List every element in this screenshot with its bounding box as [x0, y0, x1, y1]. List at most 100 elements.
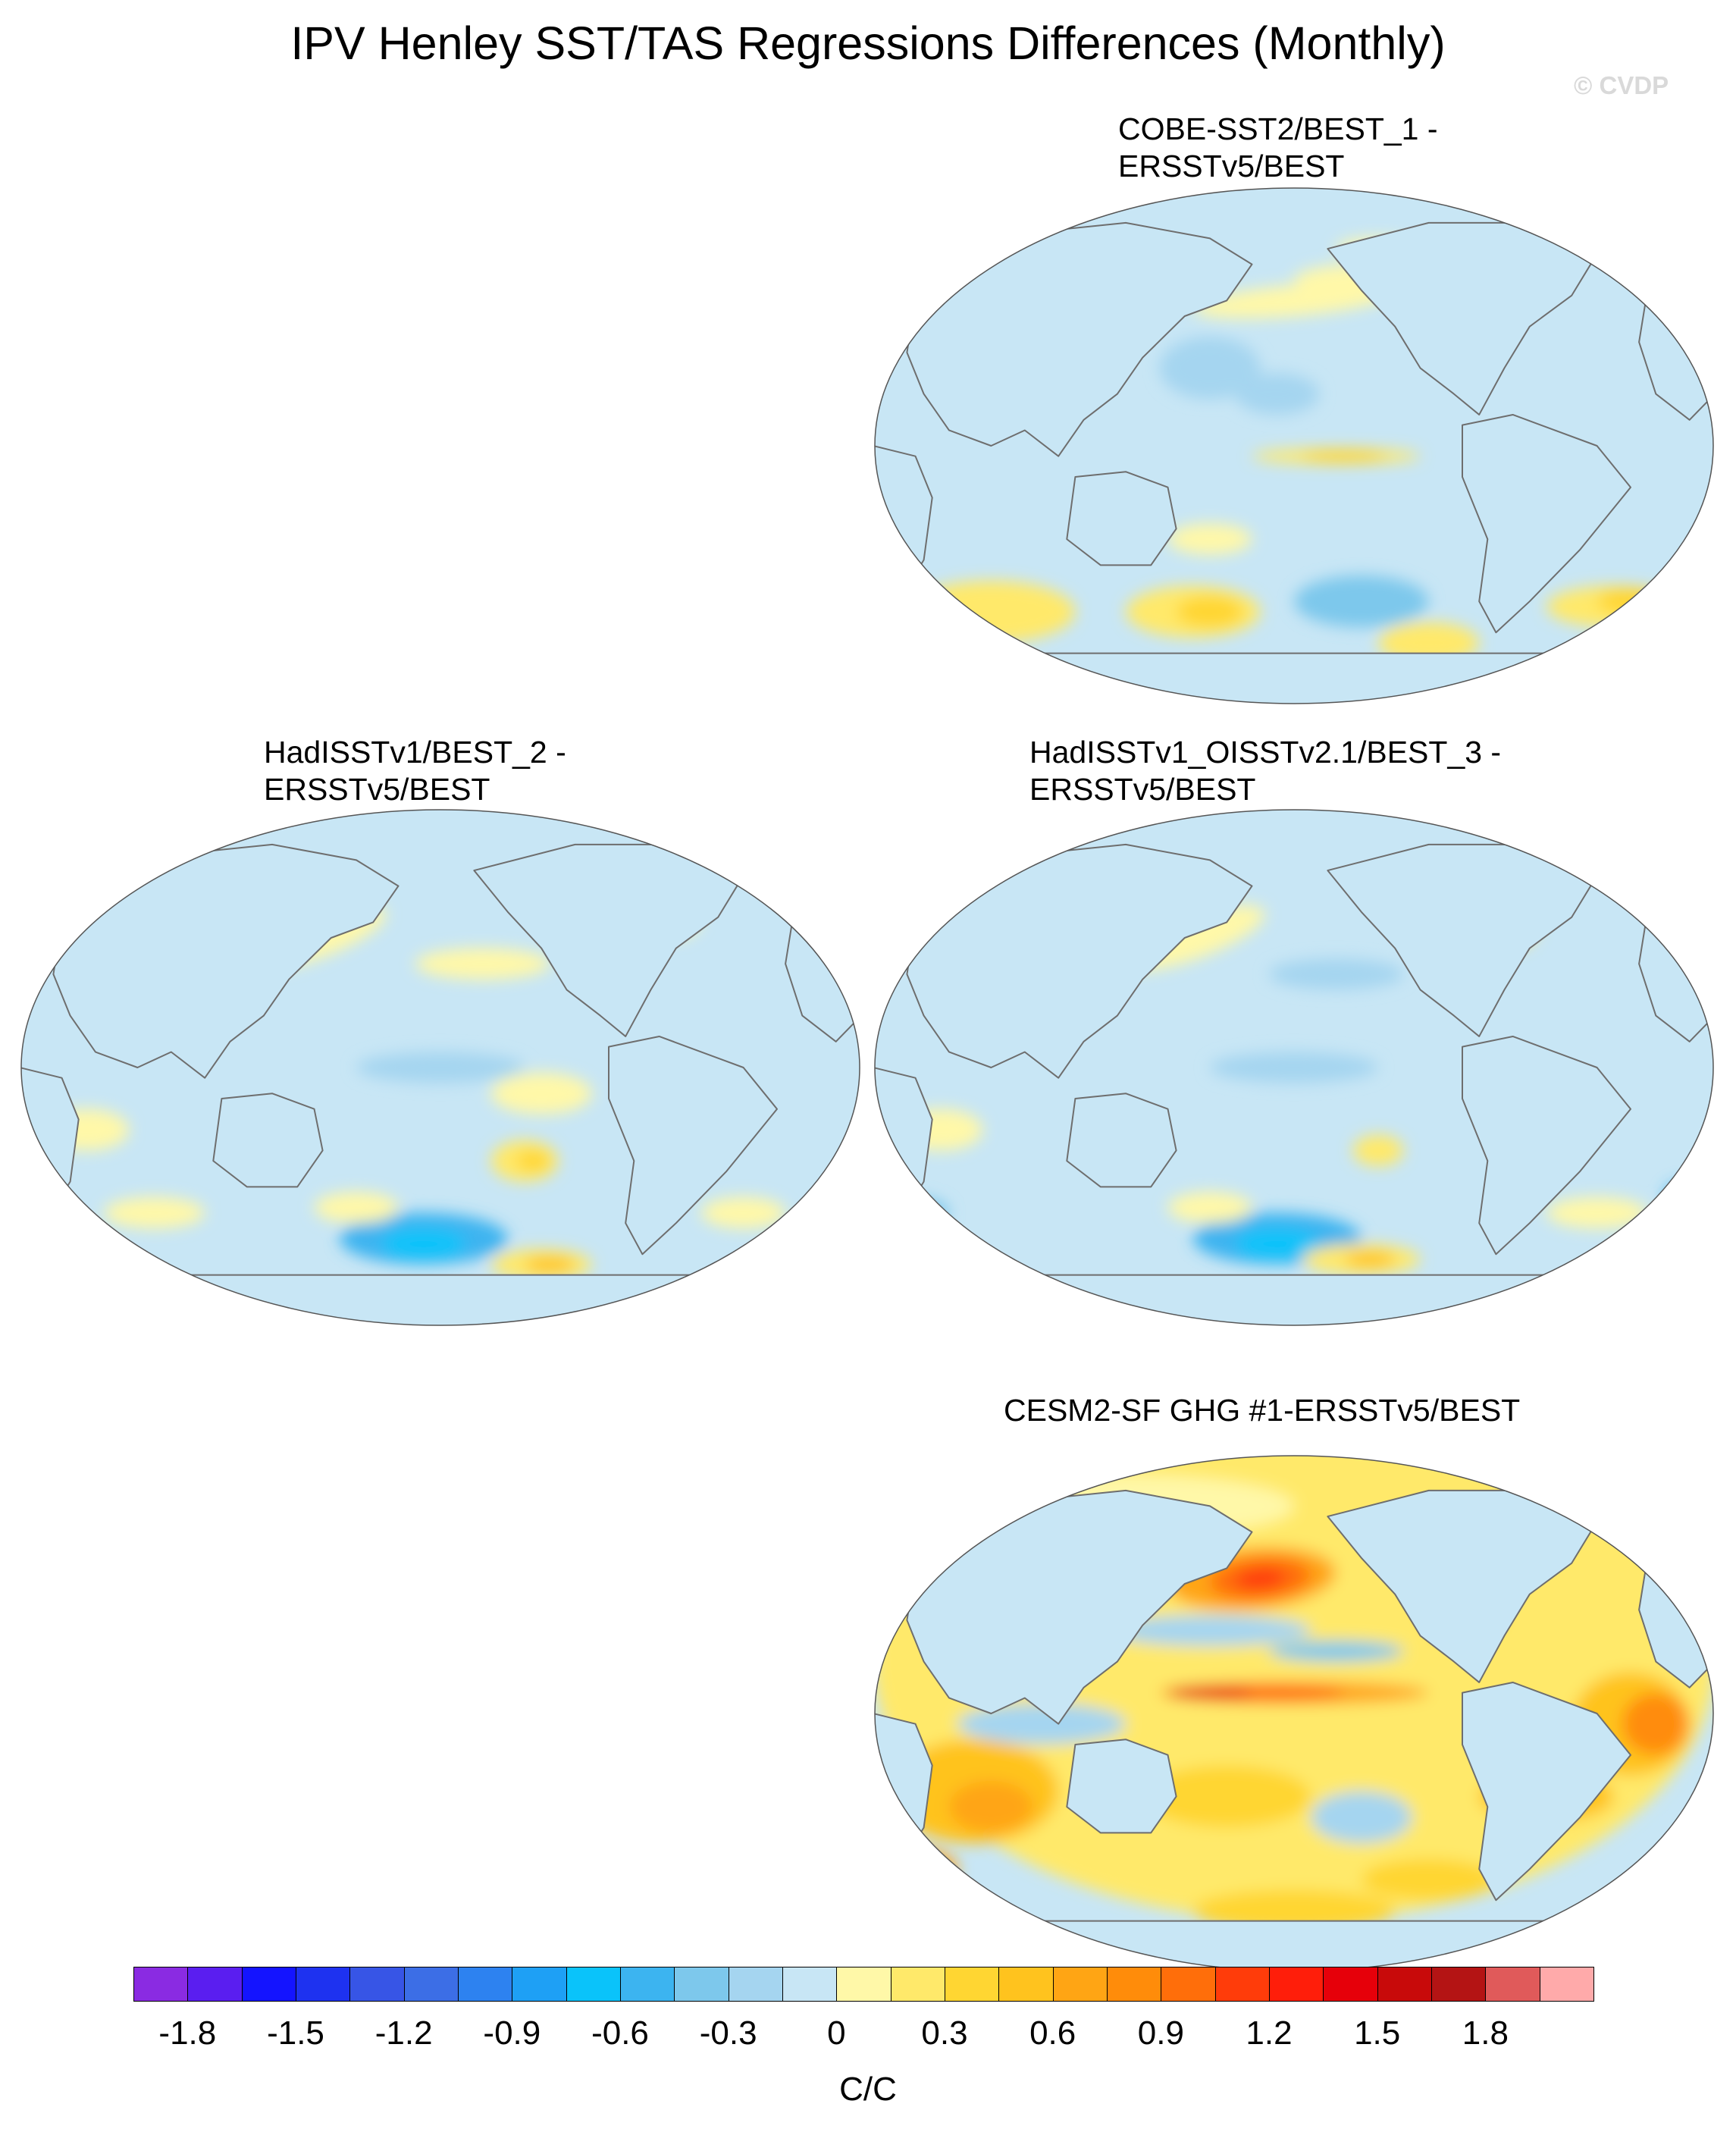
panel-title-cobe-line1: COBE-SST2/BEST_1 - — [1118, 111, 1438, 146]
landmass-australia — [1066, 1739, 1177, 1834]
colorbar-tick-label: 1.8 — [1462, 2014, 1509, 2052]
anomaly-region — [1344, 1251, 1396, 1268]
colorbar-tick-label: -1.8 — [158, 2014, 217, 2052]
colorbar-box — [728, 1967, 783, 2002]
anomaly-region — [701, 1197, 786, 1229]
map-panel-cobe — [874, 187, 1714, 704]
colorbar-box — [1214, 1967, 1270, 2002]
anomaly-region — [1210, 1052, 1378, 1083]
colorbar-box — [945, 1967, 1000, 2002]
map-outline — [874, 187, 1714, 704]
anomaly-region — [1361, 1858, 1496, 1901]
anomaly-region — [948, 1780, 1033, 1833]
panel-title-cobe-line2: ERSSTv5/BEST — [1118, 149, 1345, 183]
anomaly-region — [381, 1228, 466, 1260]
map-panel-hadisst-oisst — [874, 809, 1714, 1326]
anomaly-region — [314, 1192, 399, 1224]
landmass-antarctica — [875, 652, 1713, 704]
colorbar-tick-label: 0.9 — [1137, 2014, 1184, 2052]
colorbar-tick-label: 0.6 — [1029, 2014, 1076, 2052]
panel-title-cobe: COBE-SST2/BEST_1 - ERSSTv5/BEST — [1118, 111, 1438, 185]
anomaly-region — [1352, 1134, 1404, 1166]
anomaly-region — [1597, 588, 1665, 615]
landmass-australia — [1066, 471, 1177, 566]
colorbar-box — [1323, 1967, 1378, 2002]
anomaly-region — [1302, 450, 1387, 462]
map-panel-cesm2 — [874, 1455, 1714, 1972]
anomaly-region — [1546, 1197, 1648, 1229]
anomaly-region — [882, 1197, 949, 1229]
landmass-sAmerica — [1462, 1035, 1631, 1256]
colorbar-box — [296, 1967, 351, 2002]
colorbar-tick-label: -0.3 — [699, 2014, 757, 2052]
colorbar-box — [836, 1967, 892, 2002]
landmass-sAmerica — [1462, 1681, 1631, 1902]
anomaly-region — [1176, 596, 1244, 628]
panel-title-hadisst-line1: HadISSTv1/BEST_2 - — [264, 735, 566, 770]
colorbar-tick-label: 1.5 — [1354, 2014, 1401, 2052]
colorbar-box — [133, 1967, 189, 2002]
landmass-asiaEurope — [52, 843, 400, 1079]
colorbar-tick-label: 0 — [827, 2014, 846, 2052]
colorbar-box — [1161, 1967, 1216, 2002]
panel-title-hadisst-oisst-line2: ERSSTv5/BEST — [1029, 772, 1256, 807]
anomaly-region — [1294, 575, 1429, 628]
anomaly-region — [1311, 1791, 1412, 1843]
colorbar-box — [403, 1967, 459, 2002]
anomaly-region — [356, 1052, 525, 1083]
landmass-australia — [212, 1093, 324, 1188]
anomaly-region — [1167, 1686, 1252, 1699]
anomaly-region — [957, 1703, 1126, 1745]
landmass-asiaEurope — [906, 221, 1253, 457]
anomaly-region — [415, 948, 550, 980]
colorbar-box — [998, 1967, 1054, 2002]
colorbar-tick-label: -0.9 — [483, 2014, 541, 2052]
landmass-sAmerica — [1462, 413, 1631, 634]
landmass-greenland — [709, 823, 795, 867]
anomaly-region — [1235, 1568, 1286, 1590]
colorbar-box — [1052, 1967, 1108, 2002]
landmass-antarctica — [875, 1274, 1713, 1325]
landmass-greenland — [1562, 823, 1649, 867]
panel-title-hadisst: HadISSTv1/BEST_2 - ERSSTv5/BEST — [264, 734, 566, 808]
panel-title-cesm2: CESM2-SF GHG #1-ERSSTv5/BEST — [1004, 1392, 1520, 1429]
cvdp-watermark: © CVDP — [1574, 71, 1669, 99]
anomaly-region — [1235, 373, 1320, 415]
anomaly-region — [154, 818, 222, 850]
colorbar-tick-labels: -1.8 -1.5 -1.2 -0.9 -0.6 -0.3 0 0.3 0.6 0.9 1.2 1.5… — [0, 2014, 1736, 2059]
colorbar-box — [1377, 1967, 1432, 2002]
landmass-asiaEurope — [906, 843, 1253, 1079]
colorbar-box — [674, 1967, 729, 2002]
anomaly-region — [1268, 958, 1404, 990]
colorbar-box — [1431, 1967, 1487, 2002]
anomaly-region — [490, 1072, 592, 1115]
anomaly-region — [1268, 1641, 1404, 1662]
anomaly-region — [1159, 337, 1261, 400]
colorbar-box — [187, 1967, 243, 2002]
anomaly-region — [525, 1256, 575, 1273]
landmass-australia — [1066, 1093, 1177, 1188]
landmass-antarctica — [875, 1920, 1713, 1971]
map-panel-hadisst — [20, 809, 860, 1326]
panel-title-hadisst-line2: ERSSTv5/BEST — [264, 772, 490, 807]
map-outline — [20, 809, 860, 1326]
colorbar-box — [1539, 1967, 1594, 2002]
colorbar — [133, 1967, 1594, 2002]
anomaly-region — [1108, 1615, 1311, 1647]
colorbar-tick-label: 0.3 — [921, 2014, 968, 2052]
colorbar-unit-label: C/C — [839, 2071, 897, 2108]
colorbar-tick-label: -0.6 — [591, 2014, 649, 2052]
colorbar-box — [890, 1967, 945, 2002]
panel-title-hadisst-oisst-line1: HadISSTv1_OISSTv2.1/BEST_3 - — [1029, 735, 1502, 770]
colorbar-tick-label: 1.2 — [1246, 2014, 1293, 2052]
anomaly-region — [1622, 1692, 1690, 1755]
colorbar-box — [349, 1967, 405, 2002]
colorbar-box — [241, 1967, 296, 2002]
anomaly-region — [1235, 1228, 1320, 1260]
colorbar-box — [512, 1967, 567, 2002]
landmass-asiaEurope — [906, 1489, 1253, 1725]
anomaly-region — [515, 1150, 550, 1171]
landmass-sAmerica — [608, 1035, 778, 1256]
colorbar-tick-label: -1.5 — [267, 2014, 324, 2052]
colorbar-box — [1269, 1967, 1324, 2002]
